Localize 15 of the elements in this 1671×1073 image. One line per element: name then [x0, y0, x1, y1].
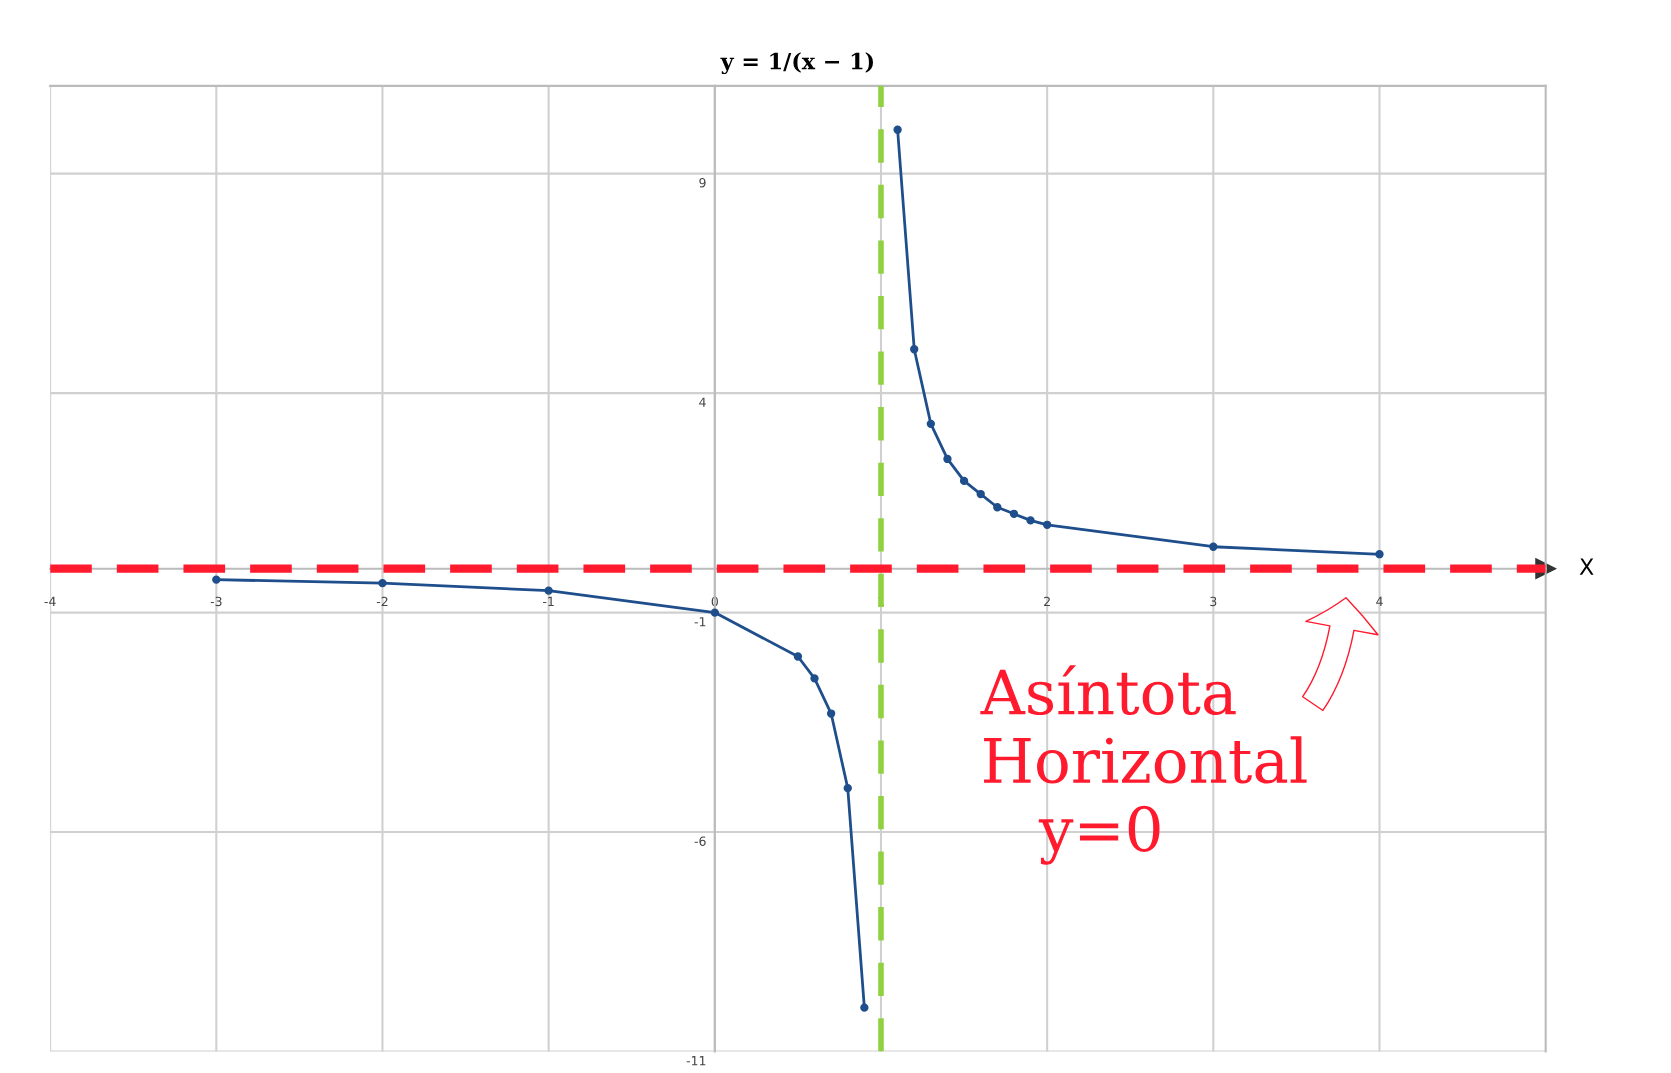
x-tick-label: -2 [376, 596, 388, 606]
y-tick-label: 9 [699, 178, 706, 188]
y-tick-label: 4 [699, 397, 706, 407]
chart-title: y = 1/(x − 1) [720, 52, 873, 75]
y-tick-label: -6 [694, 836, 706, 846]
x-tick-label: -3 [210, 596, 222, 607]
x-tick-label: 2 [1044, 596, 1050, 606]
x-axis-title: X [1579, 558, 1594, 575]
y-tick-label: -1 [694, 617, 706, 627]
y-tick-label: -11 [686, 1056, 706, 1066]
x-tick-label: 4 [1376, 596, 1383, 606]
x-tick-label: -4 [44, 596, 56, 606]
ref-line-label: Asíntota Horizontal y=0 [980, 665, 1307, 865]
x-tick-label: -1 [543, 596, 554, 606]
x-tick-label: 3 [1210, 596, 1217, 607]
